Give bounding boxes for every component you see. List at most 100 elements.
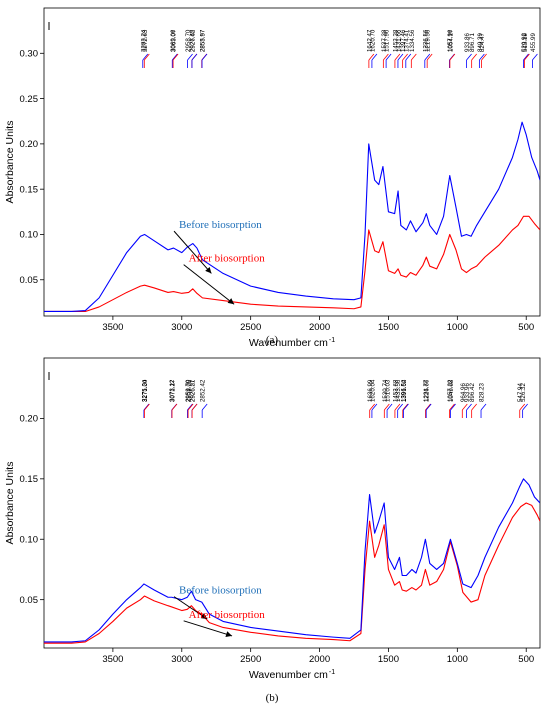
peak-label: 3063.07 bbox=[171, 29, 178, 52]
x-tick-label: 2000 bbox=[309, 322, 330, 333]
peak-label: 2926.42 bbox=[189, 29, 196, 52]
x-tick-label: 1000 bbox=[447, 322, 468, 333]
peak-label: 1636.99 bbox=[367, 379, 374, 402]
peak-marker-leader bbox=[466, 53, 472, 61]
y-tick-label: 0.15 bbox=[20, 474, 39, 485]
peak-marker-leader bbox=[449, 403, 455, 411]
peak-marker-leader bbox=[369, 403, 376, 411]
chart-panel-a: 3500 3000 2500 2000 1500 1000 500 0.05 0.10 0.15 0… bbox=[4, 7, 541, 349]
peak-marker-leader bbox=[479, 53, 485, 61]
annotation-after: After biosorption bbox=[189, 253, 266, 265]
peak-label: 1453.68 bbox=[392, 379, 399, 402]
x-axis-title-superscript: -1 bbox=[329, 337, 335, 344]
annotation-after: After biosorption bbox=[189, 609, 266, 621]
peak-label: 455.99 bbox=[530, 33, 537, 52]
peak-marker-leader bbox=[411, 53, 417, 61]
peak-marker-leader bbox=[187, 53, 193, 61]
peak-label: 1391.62 bbox=[401, 379, 408, 402]
chart-panel-b: 3500 3000 2500 2000 1500 1000 500 0.05 0.10 0.15 0… bbox=[4, 357, 541, 704]
peak-label: 2958.70 bbox=[185, 29, 192, 52]
x-tick-label: 2000 bbox=[309, 654, 330, 665]
peak-marker-leader bbox=[522, 403, 528, 411]
peak-label: 2926.21 bbox=[189, 379, 196, 402]
x-axis-title-text: Wavenumber cm bbox=[249, 669, 328, 681]
y-tick-label: 0.20 bbox=[20, 139, 39, 150]
peak-marker-leader bbox=[172, 53, 179, 61]
peak-marker-leader bbox=[405, 53, 412, 61]
peak-label: 1433.56 bbox=[395, 379, 402, 402]
peak-label: 896.71 bbox=[469, 33, 476, 52]
peak-marker-leader bbox=[532, 53, 538, 61]
panel-caption: (a) bbox=[266, 334, 279, 346]
peak-marker-leader bbox=[187, 403, 194, 411]
peak-marker-leader bbox=[524, 53, 530, 61]
plot-frame bbox=[43, 7, 541, 317]
peak-label: 2855.57 bbox=[199, 29, 206, 52]
peak-marker-leader bbox=[143, 53, 150, 61]
peak-marker-leader bbox=[424, 53, 431, 61]
peak-marker-leader bbox=[481, 53, 487, 61]
x-tick-label: 500 bbox=[518, 654, 534, 665]
peak-marker-leader bbox=[402, 403, 409, 411]
peak-marker-leader bbox=[371, 53, 378, 61]
peak-marker-leader bbox=[191, 403, 198, 411]
peak-label: 1236.56 bbox=[422, 29, 429, 52]
y-tick-label: 0.10 bbox=[20, 534, 39, 545]
x-axis-title: Wavenumber cm-1 bbox=[249, 337, 335, 349]
peak-label: 964.96 bbox=[460, 383, 467, 402]
annotation-arrow-line bbox=[173, 230, 212, 274]
peak-marker-leader bbox=[471, 53, 477, 61]
x-tick-label: 1000 bbox=[447, 654, 468, 665]
peak-label: 1530.74 bbox=[382, 379, 389, 402]
peak-label: 2853.97 bbox=[200, 29, 207, 52]
x-tick-label: 3500 bbox=[102, 322, 123, 333]
peak-marker-leader bbox=[480, 403, 487, 411]
peak-marker-leader bbox=[397, 53, 404, 61]
annotation-arrow-line bbox=[173, 596, 208, 620]
peak-label: 3073.12 bbox=[169, 379, 176, 402]
peak-label: 1537.38 bbox=[381, 29, 388, 52]
peak-label: 1231.77 bbox=[423, 379, 430, 402]
peak-marker-leader bbox=[519, 403, 526, 411]
annotation-arrow-head bbox=[225, 631, 233, 637]
peak-marker-leader bbox=[449, 53, 456, 61]
peak-label: 1453.38 bbox=[392, 29, 399, 52]
peak-marker-leader bbox=[426, 53, 433, 61]
peak-marker-leader bbox=[466, 403, 472, 411]
peak-label: 840.39 bbox=[477, 33, 484, 52]
y-tick-label: 0.30 bbox=[20, 48, 39, 59]
x-tick-label: 2500 bbox=[240, 654, 261, 665]
peak-label: 1620.70 bbox=[369, 29, 376, 52]
peak-marker-leader bbox=[397, 403, 403, 411]
peak-marker-leader bbox=[201, 403, 208, 411]
peak-label: 1226.66 bbox=[424, 379, 431, 402]
series-line-before bbox=[44, 121, 540, 313]
x-tick-label: 500 bbox=[518, 322, 534, 333]
annotation-arrow-line bbox=[183, 264, 235, 305]
peak-label: 526.32 bbox=[520, 383, 527, 402]
peak-label: 828.23 bbox=[479, 383, 486, 402]
peak-marker-leader bbox=[386, 403, 393, 411]
x-axis-title-superscript: -1 bbox=[329, 669, 335, 676]
peak-marker-leader bbox=[403, 403, 409, 411]
y-tick-label: 0.15 bbox=[20, 184, 39, 195]
peak-label: 1431.66 bbox=[395, 29, 402, 52]
x-axis-title-text: Wavenumber cm bbox=[249, 337, 328, 349]
x-axis-title: Wavenumber cm-1 bbox=[249, 669, 335, 681]
peak-label: 1054.17 bbox=[447, 29, 454, 52]
x-tick-label: 3000 bbox=[171, 322, 192, 333]
annotation-arrow-head bbox=[200, 613, 208, 619]
peak-label: 2954.09 bbox=[186, 379, 193, 402]
peak-label: 1397.46 bbox=[400, 29, 407, 52]
peak-marker-leader bbox=[201, 53, 208, 61]
y-tick-label: 0.05 bbox=[20, 595, 39, 606]
peak-label: 3283.24 bbox=[140, 29, 147, 52]
peak-label: 2959.70 bbox=[185, 379, 192, 402]
y-axis-title: Absorbance Units bbox=[4, 121, 16, 204]
peak-marker-leader bbox=[143, 403, 150, 411]
y-tick-label: 0.10 bbox=[20, 230, 39, 241]
peak-label: 520.92 bbox=[521, 33, 528, 52]
peak-label: 896.42 bbox=[469, 383, 476, 402]
